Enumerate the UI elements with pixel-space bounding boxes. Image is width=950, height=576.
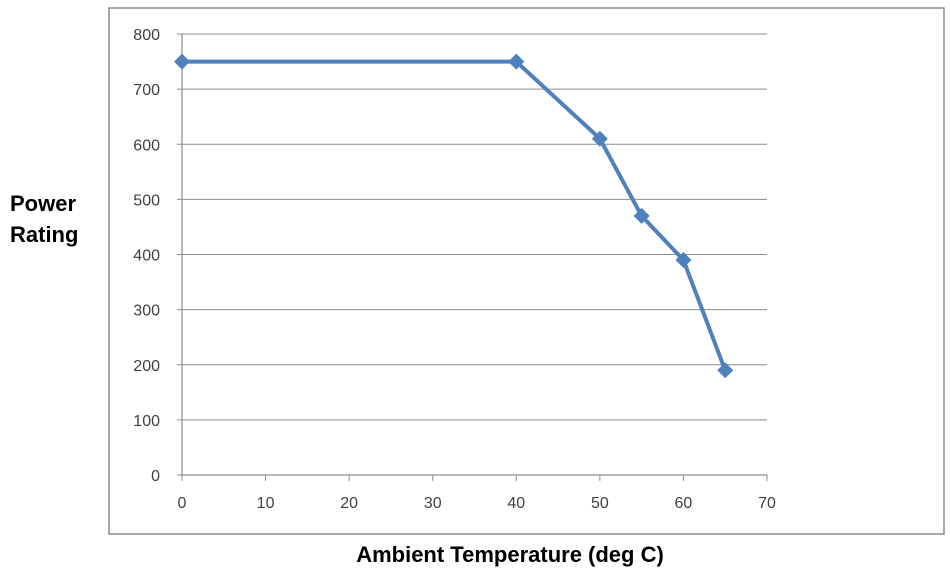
gridlines: [182, 33, 767, 421]
y-tick-label-0: 0: [151, 468, 160, 485]
y-tick-label-200: 200: [133, 358, 160, 375]
x-tick-label-0: 0: [178, 495, 187, 512]
y-tick-label-300: 300: [133, 303, 160, 320]
y-tick-label-700: 700: [133, 82, 160, 99]
x-tick-label-70: 70: [758, 495, 776, 512]
data-point-marker: [174, 53, 190, 70]
y-tick-label-500: 500: [133, 192, 160, 209]
y-tick-labels: 0 100 200 300 400 500 600 700 800: [133, 27, 160, 485]
chart-border: [108, 7, 945, 535]
x-tick-label-50: 50: [591, 495, 609, 512]
data-point-marker: [675, 252, 692, 269]
data-point-marker: [508, 53, 525, 70]
x-tick-label-40: 40: [507, 495, 525, 512]
axes: [177, 33, 768, 481]
x-tick-label-30: 30: [424, 495, 442, 512]
data-series: [174, 53, 734, 379]
data-point-marker: [633, 207, 650, 224]
x-tick-label-60: 60: [675, 495, 693, 512]
data-point-marker: [717, 362, 734, 379]
y-tick-label-800: 800: [133, 27, 160, 44]
x-tick-labels: 0 10 20 30 40 50 60 70: [178, 495, 776, 512]
x-tick-label-10: 10: [257, 495, 275, 512]
y-axis-title-line-1: Power: [10, 191, 77, 216]
x-tick-label-20: 20: [340, 495, 358, 512]
y-axis-title: Power Rating: [10, 188, 100, 250]
y-axis-title-line-2: Rating: [10, 222, 79, 247]
y-tick-label-400: 400: [133, 248, 160, 265]
y-tick-label-600: 600: [133, 137, 160, 154]
series-line-0: [180, 59, 728, 373]
x-axis-title: Ambient Temperature (deg C): [356, 542, 664, 567]
y-tick-label-100: 100: [133, 413, 160, 430]
data-point-marker: [591, 130, 608, 147]
